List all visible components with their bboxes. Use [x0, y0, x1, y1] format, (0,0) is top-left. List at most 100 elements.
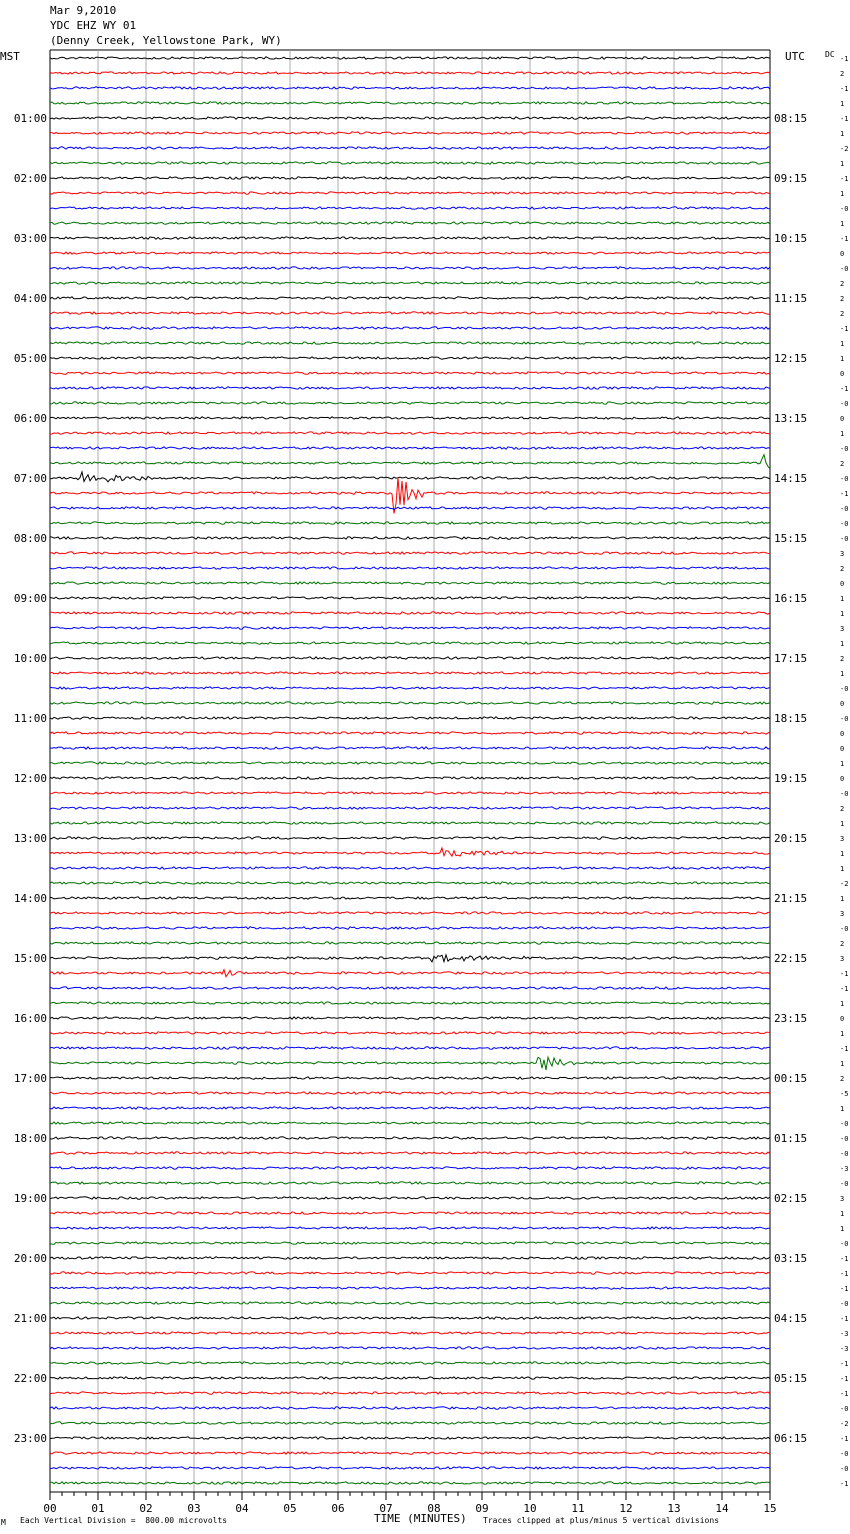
dc-offset-label: -1 — [840, 985, 848, 993]
utc-hour-label: 12:15 — [774, 352, 807, 365]
seismic-trace — [49, 953, 771, 964]
seismic-trace — [49, 1316, 771, 1320]
seismic-trace — [49, 716, 771, 720]
dc-offset-label: -0 — [840, 685, 848, 693]
utc-hour-label: 22:15 — [774, 952, 807, 965]
seismic-trace — [49, 1211, 771, 1215]
dc-offset-label: 1 — [840, 1060, 844, 1068]
dc-offset-label: -0 — [840, 1450, 848, 1458]
seismic-trace — [49, 846, 771, 858]
seismic-trace — [49, 1271, 771, 1275]
seismic-trace — [49, 1166, 771, 1170]
corner-mark: M — [1, 1518, 6, 1527]
dc-offset-label: -0 — [840, 1405, 848, 1413]
dc-offset-label: -0 — [840, 925, 848, 933]
mst-hour-label: 10:00 — [14, 652, 47, 665]
dc-offset-label: 1 — [840, 1000, 844, 1008]
dc-offset-label: -0 — [840, 1465, 848, 1473]
utc-hour-label: 03:15 — [774, 1252, 807, 1265]
dc-offset-label: 1 — [840, 760, 844, 768]
seismic-trace — [49, 1121, 771, 1125]
dc-offset-label: 1 — [840, 895, 844, 903]
seismogram-date: Mar 9,2010 — [50, 4, 117, 17]
mst-hour-label: 08:00 — [14, 532, 47, 545]
seismic-trace — [49, 746, 771, 750]
dc-offset-label: -1 — [840, 1360, 848, 1368]
seismic-trace — [49, 581, 771, 585]
seismic-trace — [49, 191, 771, 195]
seismic-trace — [49, 311, 771, 315]
utc-hour-label: 13:15 — [774, 412, 807, 425]
seismic-trace — [49, 1091, 771, 1095]
seismic-trace — [49, 56, 771, 60]
seismic-trace — [49, 341, 771, 345]
x-tick-label: 10 — [523, 1502, 536, 1515]
seismic-trace — [49, 146, 771, 150]
dc-offset-label: -1 — [840, 85, 848, 93]
x-tick-label: 12 — [619, 1502, 632, 1515]
dc-offset-label: 1 — [840, 340, 844, 348]
vertical-scale-note: Each Vertical Division = 800.00 microvol… — [20, 1516, 228, 1525]
mst-hour-label: 11:00 — [14, 712, 47, 725]
clip-note: Traces clipped at plus/minus 5 vertical … — [483, 1516, 720, 1525]
dc-offset-label: 3 — [840, 625, 844, 633]
utc-hour-label: 08:15 — [774, 112, 807, 125]
dc-offset-label: -1 — [840, 1390, 848, 1398]
utc-hour-label: 02:15 — [774, 1192, 807, 1205]
seismic-trace — [49, 656, 771, 660]
dc-offset-label: -2 — [840, 880, 848, 888]
seismic-trace — [49, 968, 771, 978]
dc-offset-label: 0 — [840, 730, 844, 738]
seismic-trace — [49, 1451, 771, 1455]
seismic-trace — [49, 266, 771, 270]
dc-offset-label: -1 — [840, 970, 848, 978]
dc-offset-label: -0 — [840, 520, 848, 528]
seismic-trace — [49, 731, 771, 735]
x-tick-label: 04 — [235, 1502, 249, 1515]
seismic-trace — [49, 371, 771, 375]
seismic-trace — [49, 776, 771, 780]
dc-offset-label: -0 — [840, 1135, 848, 1143]
seismic-trace — [49, 206, 771, 210]
x-tick-label: 08 — [427, 1502, 440, 1515]
seismic-trace — [49, 1286, 771, 1290]
dc-offset-label: -1 — [840, 325, 848, 333]
dc-offset-label: -0 — [840, 205, 848, 213]
seismic-trace — [49, 686, 771, 690]
seismic-trace — [49, 701, 771, 705]
mst-hour-label: 23:00 — [14, 1432, 47, 1445]
dc-offset-label: 2 — [840, 70, 844, 78]
dc-offset-label: -3 — [840, 1330, 848, 1338]
seismic-trace — [49, 1301, 771, 1305]
dc-offset-label: 2 — [840, 805, 844, 813]
dc-offset-label: 2 — [840, 565, 844, 573]
seismic-trace — [49, 791, 771, 795]
seismic-trace — [49, 176, 771, 180]
dc-offset-label: -0 — [840, 715, 848, 723]
dc-offset-label: -1 — [840, 1270, 848, 1278]
x-tick-label: 00 — [43, 1502, 56, 1515]
seismic-trace — [49, 821, 771, 825]
seismic-trace — [50, 1481, 771, 1485]
mst-hour-label: 07:00 — [14, 472, 47, 485]
mst-hour-label: 18:00 — [14, 1132, 47, 1145]
seismic-trace — [49, 1001, 771, 1005]
dc-offset-label: -1 — [840, 175, 848, 183]
dc-offset-label: -1 — [840, 1375, 848, 1383]
dc-offset-label: 1 — [840, 640, 844, 648]
seismic-trace — [49, 401, 771, 405]
seismic-trace — [49, 131, 771, 135]
mst-hour-label: 20:00 — [14, 1252, 47, 1265]
mst-hour-label: 17:00 — [14, 1072, 47, 1085]
seismic-trace — [49, 326, 771, 330]
utc-hour-label: 19:15 — [774, 772, 807, 785]
dc-offset-label: 0 — [840, 775, 844, 783]
seismic-trace — [49, 1031, 771, 1035]
dc-offset-label: 0 — [840, 580, 844, 588]
dc-offset-label: -1 — [840, 385, 848, 393]
x-tick-label: 15 — [763, 1502, 776, 1515]
mst-hour-label: 22:00 — [14, 1372, 47, 1385]
dc-offset-label: -1 — [840, 1255, 848, 1263]
dc-offset-label: 1 — [840, 160, 844, 168]
